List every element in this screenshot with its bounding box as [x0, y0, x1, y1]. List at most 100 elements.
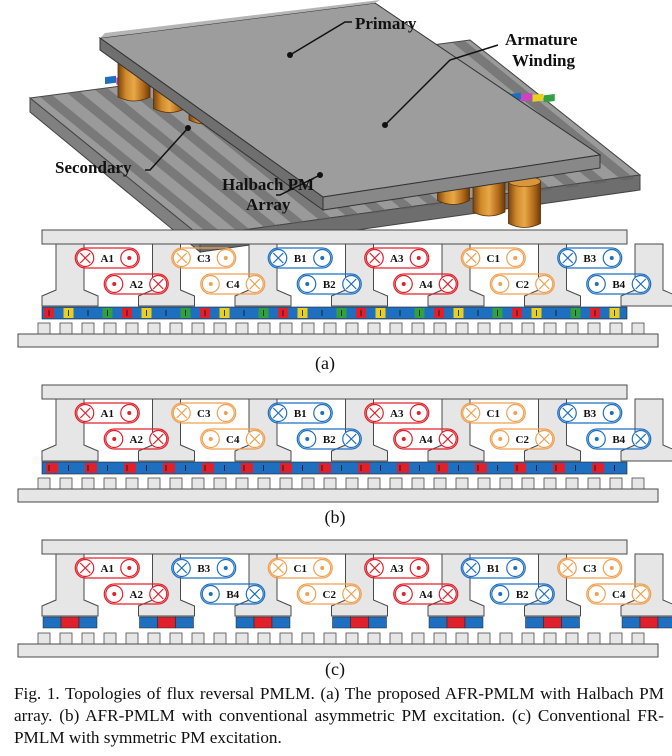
secondary-tooth: [147, 632, 161, 645]
current-out-of-page-mark: [223, 411, 228, 415]
current-into-page-mark: [249, 588, 261, 600]
current-into-page-mark: [562, 252, 574, 264]
pm-segment: [553, 463, 565, 473]
coil-outline: [200, 428, 266, 450]
secondary-tooth: [367, 322, 381, 335]
secondary-tooth: [565, 477, 579, 490]
pm-block: [60, 616, 80, 629]
pm-segment: [124, 463, 136, 473]
coil-outline: [393, 428, 459, 450]
pm-segment: [532, 93, 544, 102]
current-out-of-page-mark: [127, 411, 132, 415]
current-out-of-page-mark: [320, 566, 325, 570]
coil-outline: [586, 583, 652, 605]
coil-outline: [171, 247, 237, 269]
pm-pointer-dot: [317, 172, 323, 178]
pm-block: [271, 616, 291, 629]
secondary-tooth: [103, 632, 117, 645]
secondary-tooth: [279, 322, 293, 335]
current-out-of-page-mark: [498, 437, 503, 441]
current-into-page-mark: [176, 407, 188, 419]
current-out-of-page-mark: [498, 592, 503, 596]
current-out-of-page-mark: [112, 592, 117, 596]
secondary-tooth: [169, 632, 183, 645]
secondary-tooth: [323, 632, 337, 645]
secondary-tooth: [191, 632, 205, 645]
pm-block: [561, 616, 580, 629]
secondary-tooth: [191, 322, 205, 335]
coil-label: B3: [583, 253, 596, 265]
secondary-tooth: [499, 632, 513, 645]
coil-label: C3: [197, 253, 211, 265]
secondary-tooth: [521, 632, 535, 645]
secondary-tooth: [631, 632, 645, 645]
panel-c-label: (c): [325, 659, 345, 680]
pm-block: [621, 616, 641, 629]
current-out-of-page-mark: [112, 437, 117, 441]
coil-label: A3: [390, 253, 404, 265]
current-into-page-mark: [369, 407, 381, 419]
coil-label: C1: [294, 563, 307, 575]
pm-block: [78, 616, 98, 629]
secondary-tooth: [235, 632, 249, 645]
coil-outline: [489, 583, 555, 605]
current-out-of-page-mark: [609, 256, 614, 260]
current-out-of-page-mark: [305, 592, 310, 596]
halbach-label-line2: Array: [246, 195, 291, 214]
coil-outline: [74, 557, 140, 579]
coil-label: C4: [226, 434, 240, 446]
current-out-of-page-mark: [594, 282, 599, 286]
coil-outline: [489, 273, 555, 295]
secondary-tooth: [37, 322, 51, 335]
secondary-tooth: [543, 477, 557, 490]
secondary-tooth: [433, 632, 447, 645]
current-into-page-mark: [152, 588, 164, 600]
current-into-page-mark: [345, 278, 357, 290]
current-out-of-page-mark: [127, 566, 132, 570]
secondary-tooth: [147, 322, 161, 335]
secondary-tooth: [301, 632, 315, 645]
halbach-label-line1: Halbach PM: [222, 175, 314, 194]
current-into-page-mark: [272, 407, 284, 419]
current-into-page-mark: [176, 562, 188, 574]
secondary-tooth: [279, 477, 293, 490]
current-into-page-mark: [152, 278, 164, 290]
coil-outline: [200, 583, 266, 605]
secondary-tooth: [37, 632, 51, 645]
secondary-tooth: [521, 322, 535, 335]
callout-lines: [145, 21, 499, 196]
current-out-of-page-mark: [401, 282, 406, 286]
coil-outline: [296, 273, 362, 295]
pm-segment: [521, 93, 533, 102]
current-into-page-mark: [465, 407, 477, 419]
secondary-back-iron: [17, 643, 659, 658]
secondary-tooth: [433, 322, 447, 335]
current-out-of-page-mark: [223, 566, 228, 570]
current-out-of-page-mark: [513, 566, 518, 570]
current-into-page-mark: [538, 588, 550, 600]
current-into-page-mark: [152, 433, 164, 445]
secondary-tooth: [389, 477, 403, 490]
coil-label: A4: [419, 589, 433, 601]
secondary-tooth: [433, 477, 447, 490]
current-into-page-mark: [442, 433, 454, 445]
secondary-tooth: [609, 477, 623, 490]
coil-label: C2: [516, 279, 530, 291]
coil-outline: [171, 557, 237, 579]
coil-outline: [586, 273, 652, 295]
secondary-tooth: [411, 632, 425, 645]
current-out-of-page-mark: [416, 256, 421, 260]
primary-back-iron: [41, 539, 628, 555]
current-out-of-page-mark: [401, 437, 406, 441]
current-into-page-mark: [79, 407, 91, 419]
secondary-tooth: [565, 632, 579, 645]
pm-block: [350, 616, 369, 629]
secondary-tooth: [477, 322, 491, 335]
pm-segment: [241, 463, 253, 473]
coil-label: A3: [390, 408, 404, 420]
secondary-tooth: [587, 322, 601, 335]
primary-back-iron: [41, 384, 628, 400]
current-out-of-page-mark: [223, 256, 228, 260]
secondary-tooth: [587, 477, 601, 490]
pm-block: [332, 616, 351, 629]
